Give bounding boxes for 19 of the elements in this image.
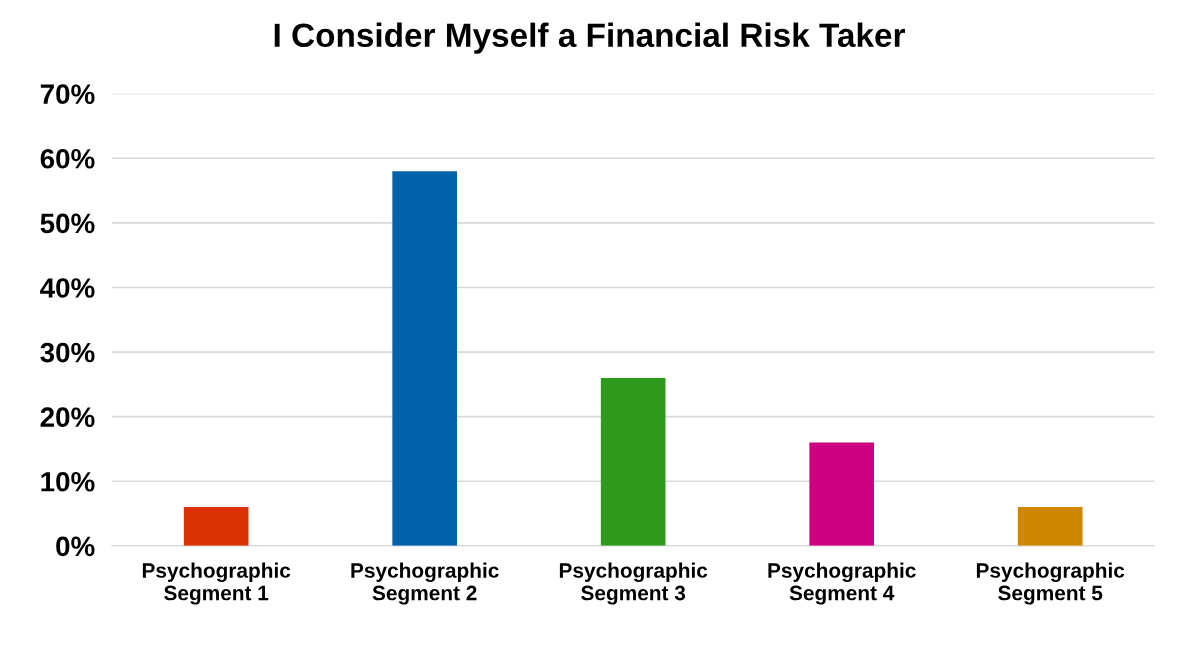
- y-tick-label: 20%: [40, 407, 95, 428]
- y-tick-label: 60%: [40, 148, 95, 169]
- x-tick-label: Psychographic Segment 3: [559, 562, 708, 605]
- bar: [183, 507, 249, 546]
- y-tick-label: 0%: [56, 536, 95, 557]
- bar: [392, 171, 457, 546]
- x-tick-label: Psychographic Segment 2: [351, 562, 499, 605]
- y-tick-label: 40%: [40, 278, 95, 298]
- chart-title: I Consider Myself a Financial Risk Taker: [274, 22, 905, 54]
- y-tick-label: 30%: [40, 342, 95, 363]
- bar: [1017, 507, 1083, 546]
- y-tick-label: 10%: [41, 471, 95, 492]
- y-tick-label: 50%: [40, 213, 95, 234]
- bar: [600, 377, 666, 546]
- x-tick-label: Psychographic Segment 1: [142, 562, 291, 605]
- x-tick-label: Psychographic Segment 4: [768, 562, 916, 605]
- y-tick-label: 70%: [40, 84, 95, 105]
- bar: [809, 442, 874, 546]
- x-tick-label: Psychographic Segment 5: [976, 562, 1125, 605]
